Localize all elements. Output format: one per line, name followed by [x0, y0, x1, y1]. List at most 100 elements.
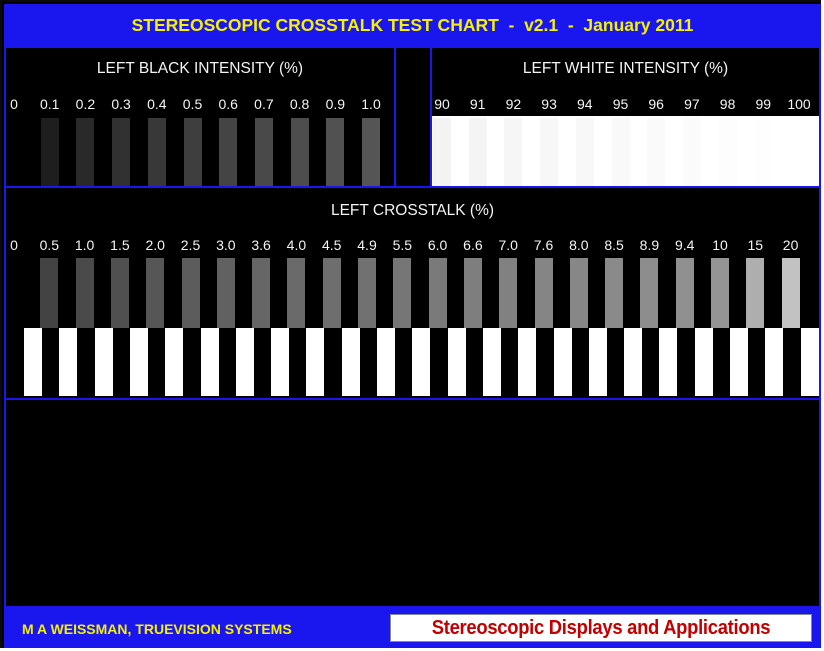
crosstalk-level-swatch: [781, 258, 800, 328]
crosstalk-level-label: 4.9: [357, 237, 377, 253]
black-level-label: 0.1: [39, 96, 60, 112]
crosstalk-level-swatch: [40, 258, 59, 328]
crosstalk-level-label: 1.0: [74, 237, 95, 253]
chart-title: STEREOSCOPIC CROSSTALK TEST CHART - v2.1…: [131, 15, 694, 35]
white-level-swatch: [611, 118, 630, 186]
reference-white-stripe: [271, 328, 290, 396]
white-level-label: 96: [648, 96, 664, 112]
reference-white-stripe: [129, 328, 148, 396]
black-level-swatch: [326, 118, 345, 186]
reference-white-stripe: [200, 328, 219, 396]
reference-white-stripe: [482, 328, 501, 396]
crosstalk-level-label: 2.5: [180, 237, 201, 253]
reference-white-stripe: [694, 328, 713, 396]
crosstalk-level-label: 8.0: [569, 237, 589, 253]
reference-white-stripe: [341, 328, 360, 396]
reference-white-stripe: [235, 328, 254, 396]
white-level-label: 98: [719, 96, 736, 112]
reference-white-stripe: [553, 328, 572, 396]
crosstalk-level-label: 3.0: [216, 237, 236, 253]
black-level-swatch: [40, 118, 59, 186]
crosstalk-level-swatch: [146, 258, 165, 328]
reference-white-stripe: [730, 328, 748, 396]
white-level-label: 97: [684, 96, 700, 112]
black-level-swatch: [290, 118, 309, 186]
black-level-swatch: [219, 118, 238, 186]
crosstalk-level-label: 10: [712, 237, 728, 253]
black-level-label: 0.6: [218, 96, 238, 112]
crosstalk-level-label: 7.6: [533, 237, 554, 253]
footer-bar: M A WEISSMAN, TRUEVISION SYSTEMS Stereos…: [4, 606, 821, 648]
crosstalk-level-label: 7.0: [498, 237, 518, 253]
crosstalk-level-swatch: [569, 258, 588, 328]
white-level-swatch: [504, 118, 523, 186]
crosstalk-level-label: 6.6: [463, 237, 483, 253]
reference-white-stripe: [59, 328, 78, 396]
crosstalk-level-swatch: [675, 258, 694, 328]
black-level-label: 0.3: [111, 96, 131, 112]
reference-white-stripe: [24, 328, 42, 396]
crosstalk-level-label: 1.5: [110, 237, 130, 253]
white-level-swatch: [575, 118, 594, 186]
crosstalk-level-label: 4.5: [321, 237, 342, 253]
black-level-label: 0.2: [75, 96, 96, 112]
crosstalk-level-label: 0: [10, 237, 18, 253]
black-level-swatch: [76, 118, 95, 186]
crosstalk-level-swatch: [358, 258, 376, 328]
white-level-swatch: [468, 118, 487, 186]
white-level-swatch: [682, 118, 701, 186]
crosstalk-level-label: 15: [747, 237, 764, 253]
crosstalk-level-label: 0.5: [39, 237, 60, 253]
reference-white-stripe: [412, 328, 431, 396]
reference-white-stripe: [800, 328, 819, 396]
white-level-swatch: [718, 118, 737, 186]
white-level-label: 90: [434, 96, 450, 112]
black-level-label: 0.7: [254, 96, 274, 112]
title-bar: STEREOSCOPIC CROSSTALK TEST CHART - v2.1…: [4, 4, 821, 46]
reference-white-stripe: [447, 328, 466, 396]
crosstalk-level-swatch: [711, 258, 729, 328]
brand-text: Stereoscopic Displays and Applications: [431, 617, 771, 639]
black-level-swatch: [254, 118, 273, 186]
crosstalk-level-label: 4.0: [286, 237, 307, 253]
white-level-swatch: [754, 118, 773, 186]
crosstalk-level-label: 3.6: [251, 237, 271, 253]
black-level-label: 0.4: [147, 96, 167, 112]
crosstalk-level-label: 5.5: [392, 237, 413, 253]
empty-panel: [4, 398, 821, 608]
crosstalk-level-label: 2.0: [145, 237, 165, 253]
white-level-label: 91: [469, 96, 486, 112]
crosstalk-level-swatch: [287, 258, 306, 328]
spacer-panel: [394, 46, 432, 188]
reference-white-stripe: [377, 328, 395, 396]
white-level-label: 95: [612, 96, 629, 112]
reference-white-stripe: [624, 328, 643, 396]
crosstalk-level-swatch: [428, 258, 447, 328]
crosstalk-level-label: 8.5: [604, 237, 624, 253]
white-level-swatch: [433, 118, 451, 186]
crosstalk-level-swatch: [322, 258, 341, 328]
black-level-swatch: [112, 118, 131, 186]
crosstalk-level-swatch: [75, 258, 94, 328]
reference-white-stripe: [306, 328, 325, 396]
white-level-swatch: [647, 118, 666, 186]
crosstalk-level-label: 9.4: [674, 237, 695, 253]
white-level-label: 99: [755, 96, 772, 112]
black-level-swatch: [362, 118, 380, 186]
crosstalk-level-label: 6.0: [427, 237, 448, 253]
white-level-swatch: [790, 118, 808, 186]
crosstalk-level-label: 8.9: [639, 237, 660, 253]
crosstalk-level-swatch: [181, 258, 200, 328]
crosstalk-level-swatch: [110, 258, 129, 328]
white-intensity-title: LEFT WHITE INTENSITY (%): [522, 60, 729, 77]
reference-white-stripe: [94, 328, 113, 396]
reference-white-stripe: [588, 328, 607, 396]
crosstalk-level-swatch: [463, 258, 482, 328]
white-level-label: 93: [541, 96, 557, 112]
black-level-label: 0.5: [182, 96, 203, 112]
reference-white-stripe: [165, 328, 184, 396]
crosstalk-level-swatch: [640, 258, 659, 328]
author-credit: M A WEISSMAN, TRUEVISION SYSTEMS: [22, 621, 292, 637]
reference-white-stripe: [765, 328, 784, 396]
white-level-label: 100: [787, 96, 811, 112]
